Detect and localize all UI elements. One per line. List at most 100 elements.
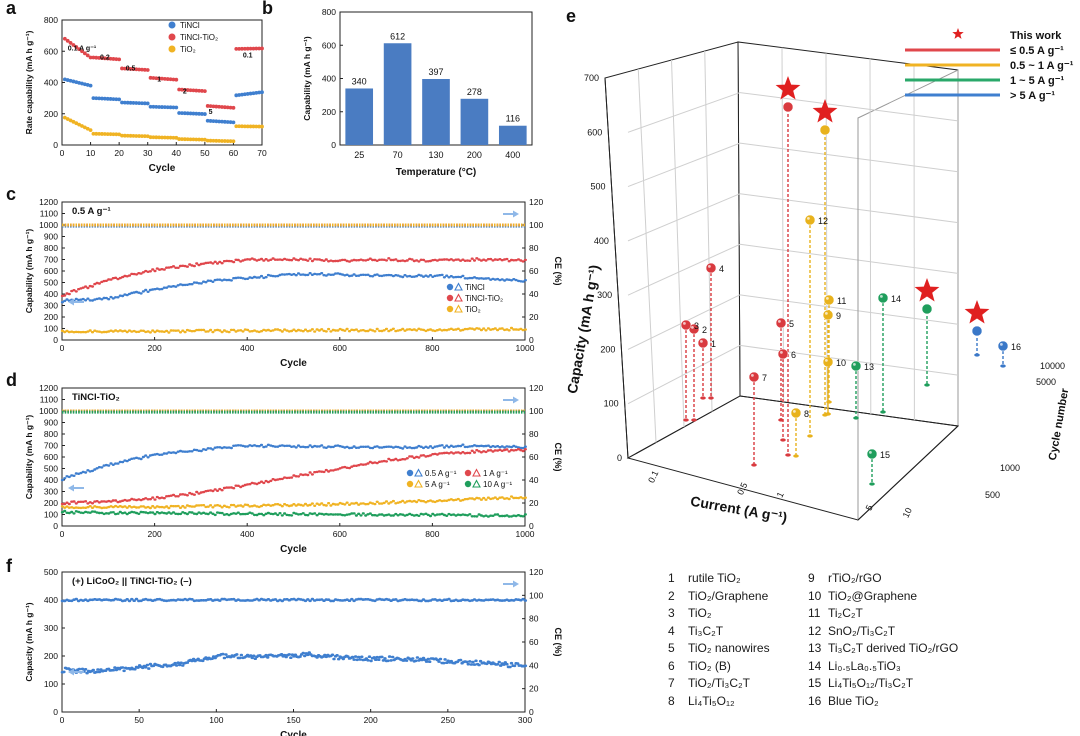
reference-item: 10 TiO₂@Graphene xyxy=(808,588,958,606)
panel-c-ytick-label: 200 xyxy=(44,312,58,322)
panel-a-point-2 xyxy=(82,125,87,130)
panel-a-point-0 xyxy=(208,119,213,123)
panel-a-point-0 xyxy=(188,111,193,116)
panel-a-point-0 xyxy=(234,93,239,98)
panel-d-legend-label-1: 1 A g⁻¹ xyxy=(483,469,508,478)
panel-a-point-1 xyxy=(211,104,216,109)
panel-a-point-0 xyxy=(148,104,153,109)
panel-d-legend-label-3: 10 A g⁻¹ xyxy=(483,480,512,489)
panel-a-ytick-label: 800 xyxy=(44,15,58,25)
panel-c-xtick-label: 200 xyxy=(148,343,162,353)
panel-e-drop-foot-0 xyxy=(785,453,791,457)
panel-e-this-work-ball-0 xyxy=(782,101,794,113)
panel-a-point-2 xyxy=(151,135,156,140)
reference-text: rutile TiO₂ xyxy=(688,571,741,585)
panel-a-legend-label-0: TiNCl xyxy=(180,21,200,30)
panel-e-left-vgridline xyxy=(704,50,713,412)
panel-f-y2tick-label: 0 xyxy=(529,707,534,717)
panel-b-value-label-2: 397 xyxy=(428,67,443,77)
panel-a-ytick-label: 0 xyxy=(53,140,58,150)
panel-a-point-1 xyxy=(128,67,133,71)
reference-text: TiO₂ xyxy=(688,606,712,620)
panel-a-point-2 xyxy=(231,139,236,144)
panel-a-point-0 xyxy=(108,97,113,101)
panel-e-legend-label-2: 0.5 ~ 1 A g⁻¹ xyxy=(1010,60,1074,72)
panel-a-point-0 xyxy=(80,81,84,86)
panel-e-left-vgridline xyxy=(671,59,685,428)
reference-column-right: 9 rTiO₂/rGO 10 TiO₂@Graphene 11 Ti₂C₂T 12 SnO₂/… xyxy=(808,570,958,710)
panel-c-y2tick-label: 120 xyxy=(529,197,543,207)
reference-text: Blue TiO₂ xyxy=(828,693,879,708)
panel-e-point-highlight-10 xyxy=(751,374,754,377)
panel-a-xtick-label: 30 xyxy=(143,148,153,158)
panel-a-point-2 xyxy=(120,133,124,138)
panel-f-y2tick-label: 120 xyxy=(529,567,543,577)
panel-letter-f: f xyxy=(6,556,13,576)
reference-text: TiO₂ (B) xyxy=(688,658,731,673)
panel-f-y2tick-label: 40 xyxy=(529,660,539,670)
reference-text: TiO₂ nanowires xyxy=(688,641,770,655)
panel-a-point-1 xyxy=(231,105,236,110)
panel-a-point-0 xyxy=(185,111,190,116)
panel-a-point-2 xyxy=(165,135,170,140)
panel-a-point-0 xyxy=(105,96,110,101)
panel-a-point-0 xyxy=(180,111,184,115)
panel-e-drop-foot-10 xyxy=(751,463,757,467)
panel-a-point-1 xyxy=(174,77,179,82)
panel-c-y2tick-label: 20 xyxy=(529,312,539,322)
panel-a-point-1 xyxy=(102,56,107,61)
panel-a-point-2 xyxy=(134,134,139,138)
panel-d-series-3 xyxy=(60,509,527,518)
panel-a-point-0 xyxy=(211,119,216,124)
panel-a-point-0 xyxy=(228,120,233,125)
panel-e-point-highlight-6 xyxy=(683,322,686,325)
reference-item: 9 rTiO₂/rGO xyxy=(808,570,958,588)
panel-a-point-1 xyxy=(240,46,244,51)
panel-a-point-1 xyxy=(142,67,147,72)
panel-f-ytick-label: 500 xyxy=(44,567,58,577)
panel-e-point-14 xyxy=(823,294,835,306)
panel-a-point-1 xyxy=(202,89,207,93)
panel-a-point-2 xyxy=(171,135,176,140)
panel-c-left-arrow-head xyxy=(68,298,74,306)
panel-f-y2tick-label: 80 xyxy=(529,614,539,624)
panel-b-bar-1 xyxy=(383,43,412,145)
panel-c-series-1 xyxy=(60,257,527,298)
panel-a-xtick-label: 20 xyxy=(114,148,124,158)
reference-item: 15 Li₄Ti₅O₁₂/Ti₃C₂T xyxy=(808,675,958,693)
panel-f-xtick-label: 300 xyxy=(518,715,532,725)
panel-e-point-highlight-13 xyxy=(825,359,828,362)
panel-b-value-label-1: 612 xyxy=(390,31,405,41)
panel-a-point-1 xyxy=(251,46,256,51)
reference-number: 11 xyxy=(808,606,821,620)
panel-d-ytick-label: 100 xyxy=(44,510,58,520)
panel-c-y2label: CE (%) xyxy=(553,257,563,286)
panel-a-point-1 xyxy=(180,87,184,92)
panel-e-xtick-label: 10 xyxy=(901,506,914,519)
panel-d-ytick-label: 500 xyxy=(44,464,58,474)
panel-e-ytick-label: 0 xyxy=(617,453,622,463)
panel-c-series-2 xyxy=(60,326,527,334)
panel-e-xtick-label: 1 xyxy=(775,490,786,499)
panel-c-series-0 xyxy=(60,272,527,304)
panel-a-point-0 xyxy=(242,92,247,97)
panel-e-point-highlight-17 xyxy=(880,295,883,298)
panel-a-point-2 xyxy=(68,118,73,123)
reference-number: 9 xyxy=(808,571,815,585)
panel-a-point-1 xyxy=(74,45,79,49)
panel-f-annotation: (+) LiCoO₂ || TiNCl-TiO₂ (–) xyxy=(72,576,192,587)
panel-d-ytick-label: 700 xyxy=(44,441,58,451)
panel-e-left-gridline xyxy=(627,344,741,405)
panel-a-point-2 xyxy=(111,132,116,137)
panel-e-this-work-star-3 xyxy=(964,300,990,324)
reference-number: 16 xyxy=(808,693,822,708)
panel-a-point-0 xyxy=(240,92,244,97)
panel-c-legend-label-0: TiNCl xyxy=(465,283,485,292)
panel-e-point-highlight-5 xyxy=(691,326,694,329)
panel-a-point-2 xyxy=(174,135,179,140)
panel-a-point-2 xyxy=(140,134,144,139)
panel-a-point-1 xyxy=(197,88,202,93)
reference-number: 10 xyxy=(808,588,822,603)
panel-e-point-highlight-18 xyxy=(869,451,872,454)
panel-a-point-0 xyxy=(157,105,162,109)
